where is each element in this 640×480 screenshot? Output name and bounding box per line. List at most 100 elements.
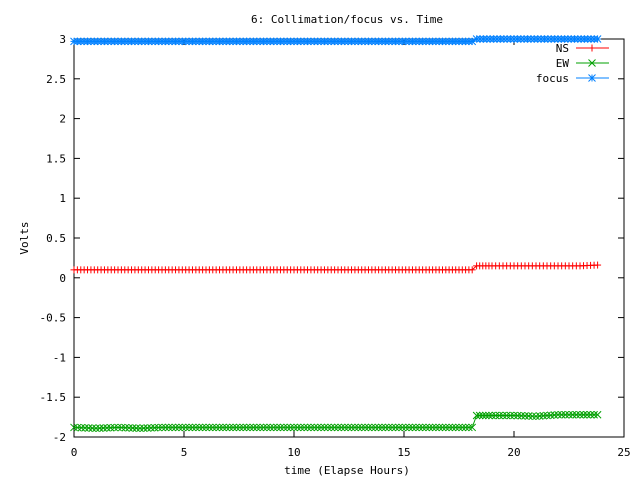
- marker-d2: [405, 423, 413, 432]
- marker-d2: [191, 423, 200, 432]
- marker-d2: [495, 411, 504, 420]
- marker-d2: [334, 423, 342, 432]
- marker-d2: [225, 423, 234, 432]
- marker-d2: [485, 411, 493, 420]
- marker-d2: [279, 423, 288, 432]
- marker-d2: [205, 423, 214, 432]
- x-tick-label: 20: [507, 446, 520, 459]
- marker-d2: [451, 423, 460, 432]
- marker-d2: [178, 423, 187, 432]
- marker-d2: [468, 423, 477, 432]
- marker-d2: [81, 423, 89, 432]
- marker-d2: [296, 423, 305, 432]
- marker-d2: [313, 423, 322, 432]
- marker-d2: [293, 423, 302, 432]
- x-axis-label: time (Elapse Hours): [284, 464, 410, 477]
- marker-d2: [367, 423, 376, 432]
- marker-d2: [438, 423, 447, 432]
- marker-d2: [106, 423, 115, 432]
- y-tick-label: -1: [53, 351, 66, 364]
- marker-d2: [550, 411, 559, 419]
- plot-area: [73, 38, 625, 438]
- marker-d2: [590, 410, 598, 419]
- marker-d2: [502, 411, 511, 420]
- marker-d2: [330, 423, 339, 432]
- chart-title: 6: Collimation/focus vs. Time: [251, 13, 443, 26]
- marker-d2: [532, 412, 540, 421]
- marker-d2: [181, 423, 190, 432]
- marker-d2: [259, 423, 268, 432]
- marker-d2: [568, 410, 577, 419]
- marker-d2: [361, 423, 369, 432]
- marker-d2: [588, 74, 596, 82]
- series-focus: [70, 35, 602, 46]
- marker-d2: [472, 411, 481, 420]
- marker-d2: [232, 423, 241, 432]
- marker-d2: [384, 423, 393, 432]
- marker-d2: [415, 423, 424, 432]
- marker-d2: [269, 423, 278, 432]
- marker-d2: [70, 423, 78, 432]
- marker-d2: [539, 411, 548, 420]
- marker-d2: [391, 423, 400, 432]
- marker-d2: [195, 423, 204, 432]
- marker-d2: [572, 410, 581, 419]
- marker-d2: [583, 410, 591, 419]
- marker-d2: [586, 410, 595, 419]
- axis-ticks: 0 5 10 15 20 25 -2 -1.5 -1 -0.5 0 0.5 1 1.5 2 2.5 3: [40, 33, 631, 459]
- marker-d2: [114, 423, 122, 432]
- marker-d2: [128, 424, 137, 432]
- series-layer: [70, 35, 602, 433]
- marker-d2: [465, 423, 473, 432]
- marker-d2: [395, 423, 403, 432]
- x-tick-label: 10: [287, 446, 300, 459]
- marker-d2: [579, 410, 588, 419]
- marker-d2: [510, 411, 518, 420]
- marker-d2: [252, 423, 261, 432]
- marker-d2: [408, 423, 417, 432]
- marker-d2: [136, 424, 144, 433]
- marker-d2: [235, 423, 244, 432]
- marker-d2: [425, 423, 434, 432]
- marker-d2: [401, 423, 410, 432]
- marker-d2: [554, 410, 562, 419]
- marker-d2: [576, 410, 584, 419]
- marker-d2: [185, 423, 193, 432]
- marker-d2: [448, 423, 457, 432]
- y-tick-label: 2.5: [46, 73, 66, 86]
- marker-d2: [95, 424, 104, 432]
- y-tick-label: -0.5: [40, 312, 67, 325]
- marker-d2: [92, 424, 100, 433]
- marker-d2: [428, 423, 437, 432]
- marker-d2: [249, 423, 258, 432]
- marker-d2: [239, 423, 248, 432]
- y-tick-label: -2: [53, 431, 66, 444]
- marker-d2: [521, 412, 529, 420]
- marker-d2: [593, 35, 602, 43]
- marker-d2: [121, 423, 130, 432]
- series-ns: [70, 261, 602, 274]
- marker-d2: [337, 423, 346, 432]
- marker-d2: [381, 423, 390, 432]
- marker-d2: [432, 423, 440, 432]
- marker-d2: [290, 423, 298, 432]
- y-tick-label: -1.5: [40, 391, 67, 404]
- marker-d2: [212, 423, 221, 432]
- marker-d2: [478, 411, 487, 420]
- marker-d2: [171, 423, 180, 432]
- marker-d2: [276, 423, 285, 432]
- marker-d2: [175, 423, 183, 432]
- marker-d2: [158, 423, 166, 432]
- marker-d2: [266, 423, 275, 432]
- y-tick-label: 1: [59, 192, 66, 205]
- marker-d2: [388, 423, 397, 432]
- series-ew: [70, 410, 602, 433]
- marker-d2: [354, 423, 363, 432]
- y-tick-label: 2: [59, 113, 66, 126]
- marker-d2: [273, 423, 281, 432]
- marker-d2: [229, 423, 237, 432]
- marker-d2: [528, 412, 537, 421]
- marker-d2: [143, 424, 152, 432]
- marker-d2: [164, 423, 173, 432]
